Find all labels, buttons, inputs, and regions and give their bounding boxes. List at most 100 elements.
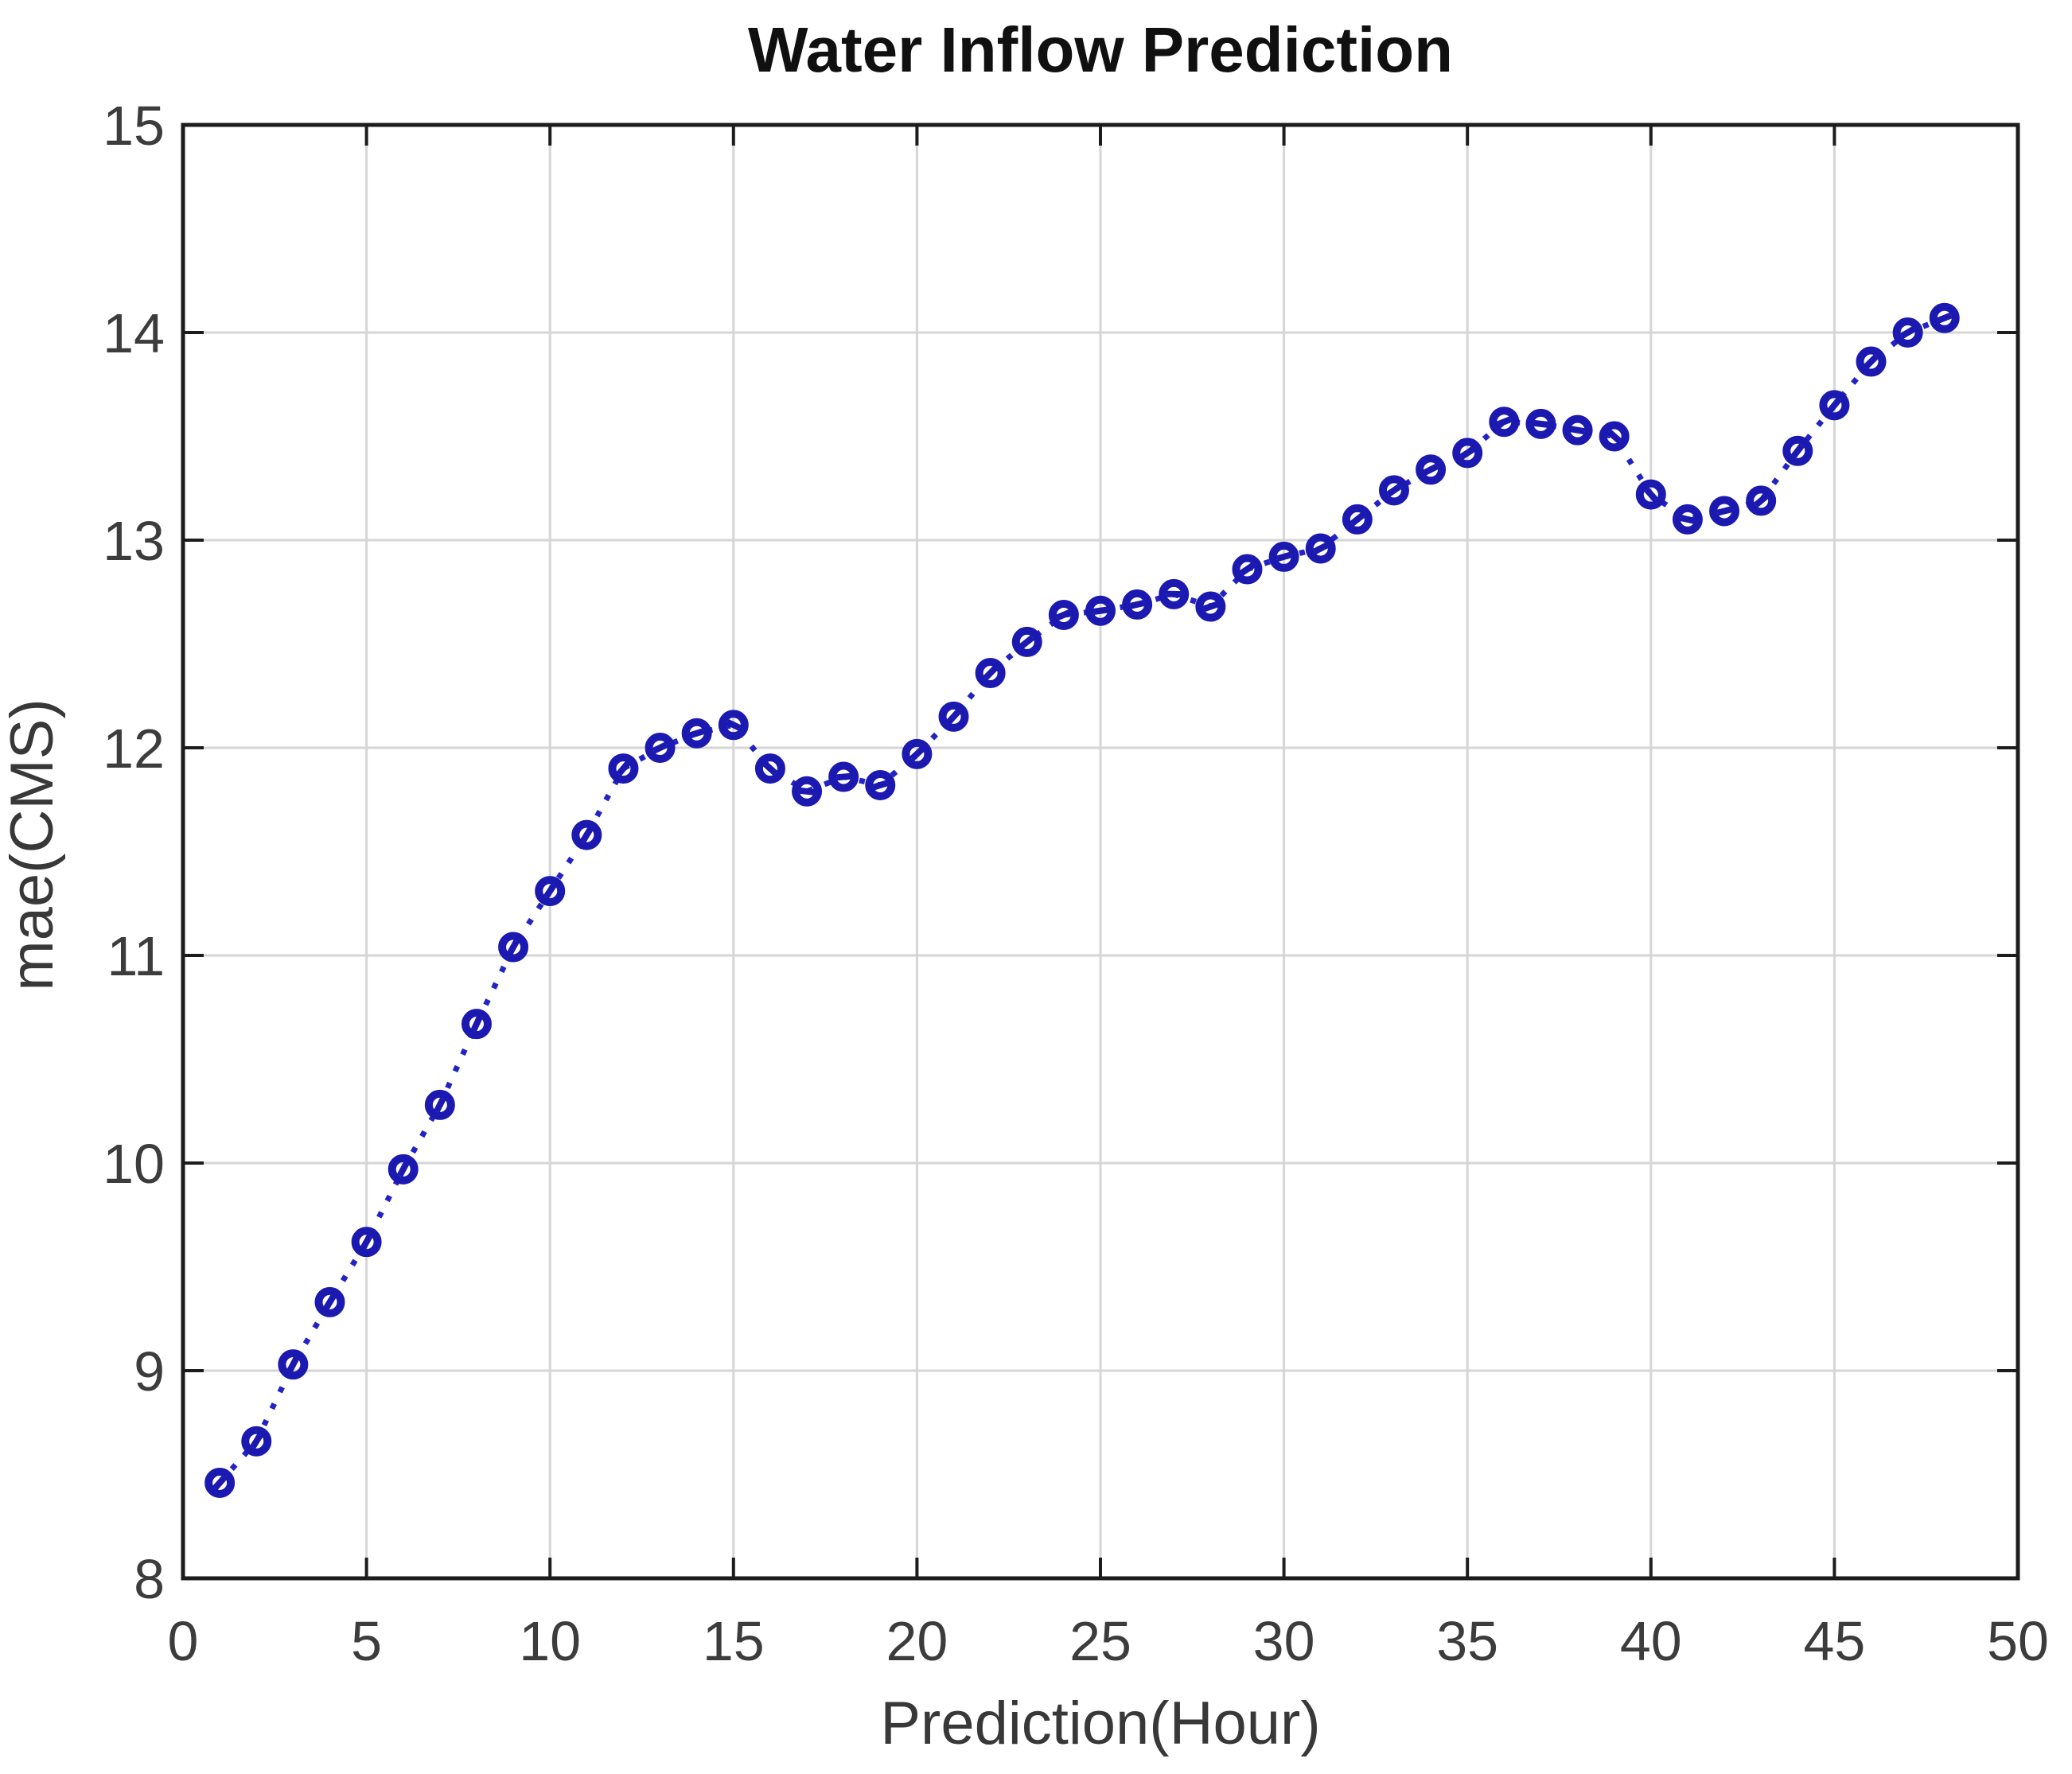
data-point-marker (1232, 554, 1263, 585)
data-line (217, 315, 1946, 1485)
data-point-center-dash (872, 780, 889, 791)
data-point-center-dash (396, 1161, 410, 1177)
data-point-marker (1195, 591, 1226, 622)
data-point-marker (608, 753, 639, 784)
data-point-marker (1489, 407, 1520, 438)
data-point-center-dash (946, 709, 961, 725)
data-point-marker (975, 658, 1006, 689)
data-point-marker (1599, 421, 1630, 452)
series-layer (204, 302, 1960, 1498)
data-point-marker (461, 1009, 492, 1040)
data-point-marker (535, 876, 566, 907)
x-tick-label: 20 (886, 1610, 948, 1672)
data-point-center-dash (1936, 312, 1953, 324)
x-tick-label: 15 (703, 1610, 765, 1672)
x-tick-label: 25 (1069, 1610, 1131, 1672)
data-point-center-dash (835, 772, 851, 781)
data-point-center-dash (762, 761, 778, 776)
data-point-center-dash (1680, 515, 1696, 524)
data-point-marker (388, 1153, 419, 1185)
data-point-center-dash (1350, 512, 1365, 527)
y-tick-label: 10 (103, 1133, 165, 1195)
data-point-center-dash (1386, 483, 1402, 497)
x-tick-label: 10 (519, 1610, 581, 1672)
data-point-center-dash (1899, 325, 1916, 340)
data-point-center-dash (1570, 426, 1586, 435)
data-point-center-dash (1790, 443, 1805, 459)
data-point-marker (1892, 317, 1923, 348)
data-point-center-dash (360, 1234, 373, 1250)
data-point-marker (241, 1426, 272, 1457)
data-point-marker (718, 710, 749, 741)
data-point-marker (1635, 479, 1666, 510)
data-point-marker (1342, 504, 1373, 535)
data-point-marker (278, 1349, 309, 1380)
data-point-center-dash (250, 1433, 263, 1449)
data-point-marker (351, 1227, 382, 1258)
chart-title: Water Inflow Prediction (748, 14, 1453, 85)
data-point-marker (1159, 578, 1190, 609)
data-point-center-dash (1129, 600, 1145, 609)
data-point-marker (1122, 589, 1153, 620)
data-point-marker (1416, 454, 1447, 485)
y-axis-label: mae(CMS) (0, 698, 66, 990)
data-point-marker (1268, 541, 1299, 572)
data-point-center-dash (616, 761, 631, 776)
x-tick-label: 5 (351, 1610, 382, 1672)
data-point-center-dash (1056, 609, 1072, 621)
data-point-center-dash (434, 1097, 446, 1113)
data-point-center-dash (1202, 601, 1219, 613)
x-tick-label: 40 (1620, 1610, 1682, 1672)
data-point-marker (645, 733, 676, 763)
data-point-center-dash (652, 741, 668, 754)
data-point-marker (681, 718, 712, 749)
data-point-center-dash (580, 827, 594, 843)
x-tick-label: 30 (1253, 1610, 1315, 1672)
data-point-center-dash (1496, 416, 1513, 428)
data-point-center-dash (1019, 635, 1035, 649)
data-point-center-dash (1423, 463, 1439, 476)
data-point-marker (902, 738, 933, 769)
data-point-marker (314, 1286, 345, 1317)
x-tick-label: 35 (1436, 1610, 1498, 1672)
data-point-marker (1525, 408, 1556, 439)
data-point-marker (571, 819, 602, 850)
data-point-marker (754, 753, 785, 784)
data-point-marker (1856, 346, 1887, 377)
data-point-center-dash (1166, 590, 1182, 598)
tick-labels-layer: 0 5 10 15 20 25 30 35 40 45 50 8 9 10 11 12 13 14 15 (103, 95, 2049, 1672)
data-point-center-dash (323, 1294, 337, 1310)
data-point-marker (1048, 599, 1079, 630)
data-point-center-dash (212, 1475, 228, 1491)
data-point-center-dash (1533, 419, 1548, 428)
x-tick-label: 45 (1803, 1610, 1865, 1672)
x-axis-label: Prediction(Hour) (880, 1690, 1320, 1757)
data-point-marker (1011, 626, 1042, 657)
data-point-center-dash (1459, 446, 1475, 460)
data-point-marker (792, 776, 823, 807)
data-point-marker (1672, 504, 1703, 535)
data-point-center-dash (799, 787, 815, 796)
data-point-center-dash (1864, 354, 1879, 369)
data-point-marker (828, 761, 859, 792)
y-tick-label: 12 (103, 718, 165, 780)
data-point-center-dash (1092, 606, 1108, 615)
data-point-marker (865, 769, 896, 800)
data-point-center-dash (543, 883, 557, 899)
data-point-center-dash (507, 939, 520, 955)
data-point-center-dash (725, 718, 742, 731)
y-tick-label: 15 (103, 95, 165, 157)
y-tick-label: 9 (134, 1340, 165, 1402)
y-tick-label: 11 (107, 925, 165, 987)
data-point-center-dash (1239, 562, 1256, 576)
y-tick-label: 13 (103, 510, 165, 572)
data-point-center-dash (470, 1016, 483, 1032)
y-tick-label: 8 (134, 1548, 165, 1610)
data-point-marker (1085, 595, 1116, 626)
data-point-center-dash (983, 665, 998, 681)
data-point-center-dash (688, 728, 705, 739)
data-point-center-dash (1753, 493, 1769, 508)
data-point-center-dash (1607, 429, 1622, 444)
